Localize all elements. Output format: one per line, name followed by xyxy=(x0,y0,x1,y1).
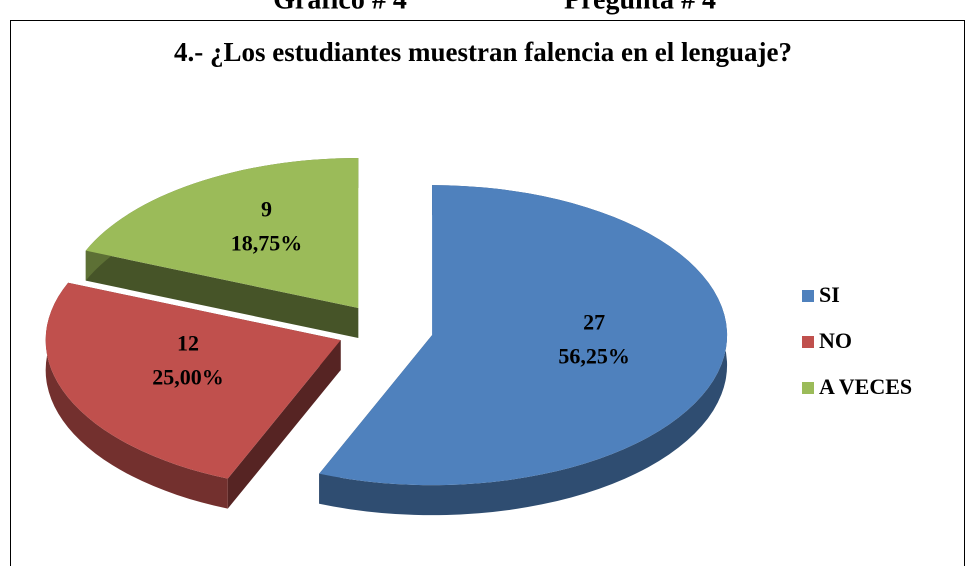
legend-label: A VECES xyxy=(819,374,912,399)
slice xyxy=(85,158,359,339)
data-label: 25,00% xyxy=(152,364,224,389)
header-left: Gráfico # 4 xyxy=(273,0,407,15)
data-label: 18,75% xyxy=(231,230,303,255)
data-label: 12 xyxy=(177,330,199,355)
slice-top xyxy=(319,185,728,486)
slice-side xyxy=(85,250,359,339)
slice xyxy=(319,185,728,516)
chart-title: 4.- ¿Los estudiantes muestran falencia e… xyxy=(174,37,792,67)
data-label: 56,25% xyxy=(558,344,630,369)
data-label: 9 xyxy=(261,196,272,221)
legend-swatch xyxy=(802,290,814,302)
legend-label: SI xyxy=(819,282,840,307)
header-right: Pregunta # 4 xyxy=(564,0,716,15)
legend-swatch xyxy=(802,382,814,394)
slice-side xyxy=(227,340,341,509)
slice-side xyxy=(319,185,728,516)
legend-label: NO xyxy=(819,328,852,353)
legend-swatch xyxy=(802,336,814,348)
slice xyxy=(45,282,341,509)
data-label: 27 xyxy=(583,310,605,335)
slice-top xyxy=(85,158,359,309)
slice-top xyxy=(45,282,341,479)
